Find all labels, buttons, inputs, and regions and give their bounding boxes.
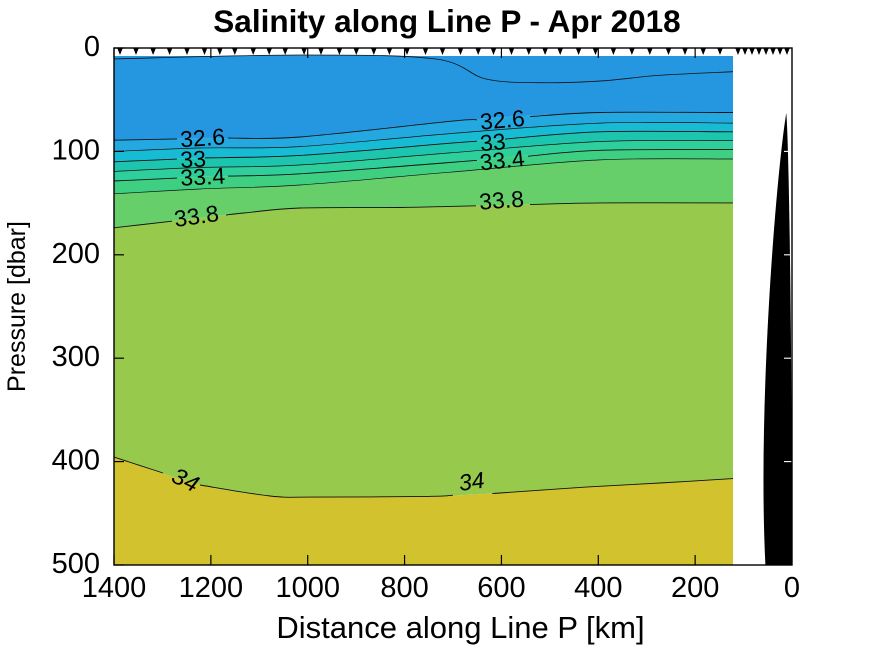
svg-text:400: 400 [52,445,100,477]
svg-text:500: 500 [52,548,100,580]
svg-text:34: 34 [457,467,486,496]
svg-text:200: 200 [52,238,100,270]
svg-text:Salinity along Line P - Apr 20: Salinity along Line P - Apr 2018 [213,3,680,39]
svg-text:0: 0 [84,31,100,63]
svg-text:0: 0 [784,572,800,604]
svg-text:Distance along Line P [km]: Distance along Line P [km] [276,610,644,645]
svg-text:400: 400 [574,572,622,604]
svg-text:100: 100 [52,134,100,166]
svg-text:200: 200 [671,572,719,604]
svg-text:300: 300 [52,341,100,373]
svg-text:800: 800 [380,572,428,604]
svg-text:600: 600 [477,572,525,604]
svg-text:Pressure [dbar]: Pressure [dbar] [3,221,31,392]
svg-text:33.4: 33.4 [479,145,526,176]
svg-text:1000: 1000 [275,572,340,604]
svg-text:33.4: 33.4 [180,162,226,190]
svg-text:33.8: 33.8 [478,186,524,215]
svg-text:1200: 1200 [179,572,244,604]
